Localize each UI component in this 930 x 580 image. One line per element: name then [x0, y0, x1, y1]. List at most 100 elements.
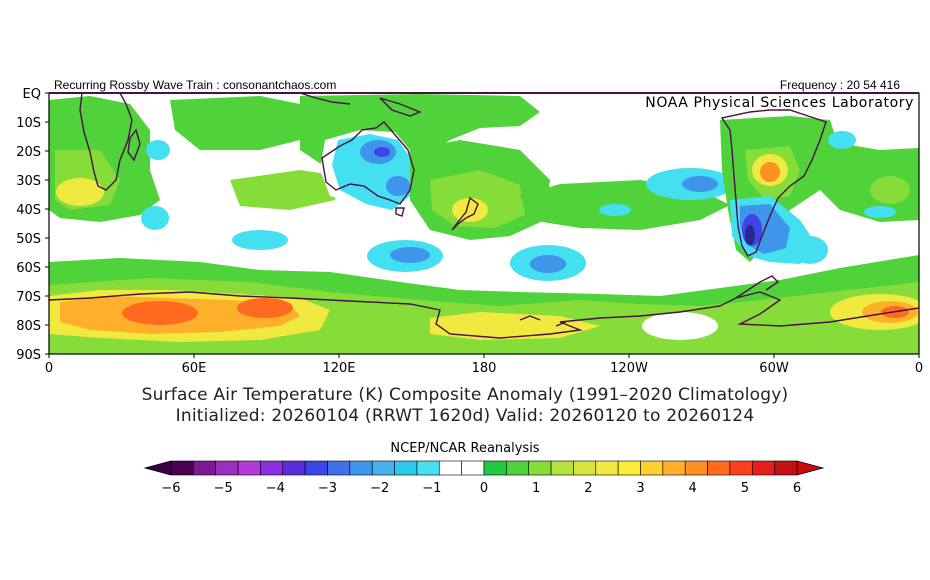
- colorbar-title: NCEP/NCAR Reanalysis: [390, 441, 540, 456]
- africa-outline: [79, 93, 133, 191]
- colorbar-swatch: [640, 460, 664, 476]
- colorbar-swatch: [304, 460, 328, 476]
- indonesia-outline: [299, 93, 351, 105]
- southern-indian-green: [230, 170, 340, 210]
- colorbar-swatch: [595, 460, 619, 476]
- atlantic-lightgreen: [870, 176, 910, 204]
- header-frequency-text: Frequency : 20 54 416: [779, 78, 900, 92]
- x-tick-label: 180: [472, 361, 497, 376]
- indian-cyan-2: [232, 230, 288, 250]
- colorbar-swatch: [684, 460, 708, 476]
- colorbar: −6 −5 −4 −3 −2 −1 0 1 2 3 4 5 6: [143, 460, 825, 496]
- colorbar-swatch: [662, 460, 686, 476]
- y-tick-label: 10S: [16, 116, 41, 131]
- colorbar-low-arrow: [143, 460, 172, 476]
- y-tick-label: EQ: [23, 87, 41, 102]
- lab-label: NOAA Physical Sciences Laboratory: [645, 95, 914, 111]
- colorbar-swatch: [729, 460, 753, 476]
- colorbar-tick-label: 0: [480, 481, 488, 496]
- y-tick-label: 50S: [16, 232, 41, 247]
- indian-ocean-green: [170, 96, 300, 150]
- colorbar-tick-label: 1: [532, 481, 540, 496]
- new-guinea-outline: [379, 97, 422, 117]
- colorbar-swatch: [416, 460, 440, 476]
- colorbar-swatch: [461, 460, 485, 476]
- colorbar-swatch: [260, 460, 284, 476]
- pacific-cyan-small: [599, 204, 631, 216]
- colorbar-tick-label: −2: [370, 481, 389, 496]
- colorbar-swatch: [327, 460, 351, 476]
- pacific-blue-2: [530, 255, 566, 273]
- y-tick-label: 80S: [16, 319, 41, 334]
- australia-outline: [321, 121, 415, 205]
- caption-line-1: Surface Air Temperature (K) Composite An…: [141, 385, 789, 405]
- australia-darkblue: [374, 147, 390, 157]
- x-axis-labels: 0 60E 120E 180 120W 60W 0: [45, 361, 923, 376]
- south-atlantic-cyan: [146, 140, 170, 160]
- colorbar-swatch: [193, 460, 217, 476]
- colorbar-tick-label: 3: [636, 481, 644, 496]
- patagonia-navy: [745, 225, 755, 245]
- colorbar-swatch: [215, 460, 239, 476]
- colorbar-tick-label: 2: [584, 481, 592, 496]
- antarctic-peninsula-outline: [735, 275, 780, 299]
- x-tick-label: 120W: [610, 361, 648, 376]
- east-antarctic-red-2: [237, 298, 293, 318]
- y-tick-label: 60S: [16, 261, 41, 276]
- colorbar-tick-label: −1: [422, 481, 441, 496]
- colorbar-swatch: [506, 460, 530, 476]
- header-left-text: Recurring Rossby Wave Train : consonantc…: [54, 78, 337, 92]
- colorbar-swatch: [438, 460, 462, 476]
- x-tick-label: 0: [45, 361, 53, 376]
- x-axis-ticks: [48, 354, 920, 358]
- colorbar-high-arrow: [796, 460, 825, 476]
- x-tick-label: 0: [915, 361, 923, 376]
- y-tick-label: 30S: [16, 174, 41, 189]
- colorbar-swatch: [528, 460, 552, 476]
- antarctica-outline: [49, 291, 919, 339]
- new-zealand-outline: [451, 196, 479, 231]
- x-tick-label: 60W: [759, 361, 789, 376]
- pacific-blue-1: [390, 247, 430, 263]
- colorbar-tick-label: 6: [793, 481, 801, 496]
- caption-line-2: Initialized: 20260104 (RRWT 1620d) Valid…: [175, 406, 755, 426]
- colorbar-swatch: [483, 460, 507, 476]
- colorbar-swatch: [170, 460, 194, 476]
- y-tick-label: 40S: [16, 203, 41, 218]
- colorbar-tick-label: −6: [161, 481, 180, 496]
- y-axis-ticks: [45, 92, 49, 355]
- colorbar-swatch: [394, 460, 418, 476]
- y-tick-label: 70S: [16, 290, 41, 305]
- australia-blue-2: [386, 176, 410, 196]
- east-pacific-blue: [682, 176, 718, 192]
- atlantic-cyan: [828, 131, 856, 149]
- atlantic-cyan-2: [864, 206, 896, 218]
- y-axis-labels: EQ 10S 20S 30S 40S 50S 60S 70S 80S 90S: [16, 87, 41, 363]
- x-tick-label: 60E: [182, 361, 207, 376]
- east-antarctic-red-1: [122, 301, 198, 325]
- south-america-outline: [720, 109, 827, 257]
- antarctic-neutral: [642, 312, 718, 340]
- colorbar-swatch: [774, 460, 798, 476]
- land-outlines: [49, 93, 919, 339]
- colorbar-tick-label: 4: [689, 481, 697, 496]
- colorbar-swatch: [550, 460, 574, 476]
- colorbar-tick-label: 5: [741, 481, 749, 496]
- south-america-orange: [760, 162, 780, 182]
- tasmania-outline: [395, 207, 405, 217]
- colorbar-swatch: [349, 460, 373, 476]
- colorbar-swatch: [573, 460, 597, 476]
- indian-cyan-1: [141, 206, 169, 230]
- colorbar-tick-label: −3: [318, 481, 337, 496]
- colorbar-swatch: [282, 460, 306, 476]
- colorbar-swatch: [237, 460, 261, 476]
- madagascar-outline: [127, 128, 141, 162]
- islands-south-outline: [519, 315, 567, 327]
- y-tick-label: 90S: [16, 348, 41, 363]
- colorbar-swatch: [617, 460, 641, 476]
- x-tick-label: 120E: [322, 361, 355, 376]
- africa-yellow: [56, 178, 104, 206]
- colorbar-tick-label: −4: [266, 481, 285, 496]
- colorbar-tick-label: −5: [214, 481, 233, 496]
